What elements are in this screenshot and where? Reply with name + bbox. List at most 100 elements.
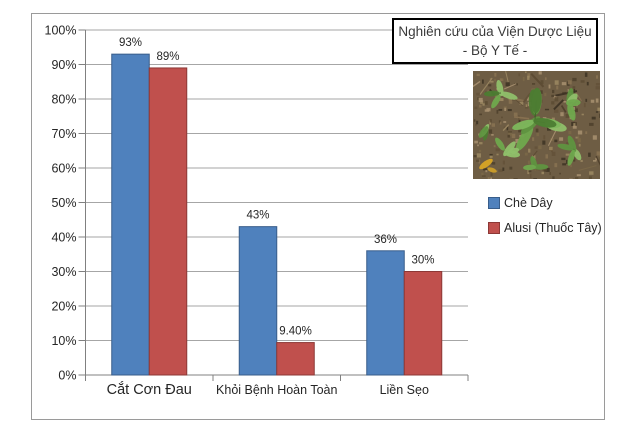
ground-speckle [551, 94, 555, 98]
ground-speckle [574, 122, 577, 126]
ground-speckle [490, 80, 494, 83]
ground-speckle [511, 133, 516, 139]
ground-speckle [525, 104, 528, 107]
twig [578, 165, 597, 171]
ground-speckle [597, 107, 600, 111]
ground-speckle [527, 73, 531, 78]
ground-speckle [476, 73, 480, 77]
ground-speckle [559, 172, 561, 175]
ground-speckle [493, 145, 496, 148]
ground-speckle [572, 86, 576, 89]
twig [503, 83, 517, 90]
ground-speckle [586, 81, 589, 86]
ground-speckle [575, 177, 579, 179]
leaf [515, 125, 534, 151]
ground-speckle [590, 99, 595, 103]
ground-speckle [585, 131, 588, 134]
ground-speckle [515, 139, 520, 144]
ground-speckle [487, 177, 490, 179]
leaf [567, 135, 577, 153]
bar-series1 [366, 250, 405, 376]
ground-speckle [482, 79, 484, 84]
ground-speckle [479, 104, 482, 108]
ground-speckle [481, 172, 484, 176]
ground-speckle [566, 159, 568, 164]
ground-speckle [475, 123, 477, 126]
bar-series1 [238, 226, 278, 376]
ground-speckle [478, 159, 481, 164]
ground-speckle [547, 127, 552, 131]
ground-speckle [572, 77, 577, 82]
ground-speckle [485, 170, 488, 173]
bar-value-label: 43% [246, 210, 269, 222]
y-axis-tick-label: 100% [45, 24, 77, 38]
ground-speckle [532, 137, 535, 141]
leaf [566, 99, 581, 107]
ground-speckle [575, 136, 579, 139]
ground-speckle [502, 160, 505, 165]
legend-swatch-series1 [488, 197, 500, 209]
ground-speckle [491, 162, 496, 165]
ground-speckle [577, 138, 581, 143]
ground-speckle [544, 77, 547, 81]
leaf [531, 87, 542, 114]
ground-speckle [595, 83, 600, 86]
ground-speckle [527, 75, 530, 80]
bar-value-label: 9.40% [279, 326, 312, 338]
twig [595, 155, 600, 166]
ground-speckle [489, 119, 492, 123]
ground-speckle [518, 119, 521, 125]
ground-speckle [474, 140, 478, 144]
ground-speckle [527, 96, 530, 101]
ground-speckle [559, 137, 564, 141]
ground-speckle [551, 101, 555, 105]
twig [502, 124, 510, 132]
legend-item: Chè Dây [488, 196, 602, 210]
ground-speckle [561, 157, 566, 161]
ground-speckle [551, 151, 556, 156]
leaf [567, 103, 576, 121]
ground-speckle [595, 86, 600, 90]
ground-speckle [567, 80, 572, 85]
category-label: Khỏi Bệnh Hoàn Toàn [216, 383, 337, 397]
ground-speckle [479, 142, 483, 145]
ground-speckle [508, 99, 513, 104]
ground-speckle [478, 97, 483, 103]
ground-speckle [491, 134, 494, 136]
ground-speckle [549, 172, 551, 175]
legend-item: Alusi (Thuốc Tây) [488, 221, 602, 235]
ground-speckle [563, 101, 567, 103]
ground-speckle [578, 143, 581, 147]
leaf [495, 137, 505, 151]
ground-speckle [591, 116, 596, 120]
ground-speckle [593, 160, 597, 162]
ground-speckle [585, 98, 588, 102]
ground-speckle [509, 166, 513, 170]
ground-speckle [554, 109, 559, 113]
y-axis-tick-label: 30% [51, 265, 76, 279]
ground-speckle [489, 120, 491, 125]
ground-speckle [524, 152, 528, 156]
ground-speckle [536, 132, 540, 137]
ground-speckle [527, 170, 530, 175]
ground-speckle [554, 139, 558, 143]
ground-speckle [522, 76, 525, 82]
ground-speckle [499, 98, 504, 101]
ground-speckle [532, 83, 536, 85]
bar-value-label: 89% [156, 51, 179, 63]
legend-label: Chè Dây [504, 196, 553, 210]
ground-speckle [595, 98, 599, 103]
chart-title-box: Nghiên cứu của Viện Dược Liệu - Bộ Y Tế … [392, 18, 598, 64]
legend: Chè Dây Alusi (Thuốc Tây) [488, 196, 602, 246]
ground-speckle [482, 103, 485, 106]
legend-label: Alusi (Thuốc Tây) [504, 221, 602, 235]
ground-speckle [596, 151, 600, 156]
ground-speckle [572, 125, 577, 129]
ground-speckle [565, 113, 570, 118]
y-axis-tick-label: 60% [51, 162, 76, 176]
ground-speckle [528, 148, 531, 153]
ground-speckle [533, 178, 537, 179]
ground-speckle [518, 129, 523, 133]
ground-speckle [476, 120, 479, 125]
